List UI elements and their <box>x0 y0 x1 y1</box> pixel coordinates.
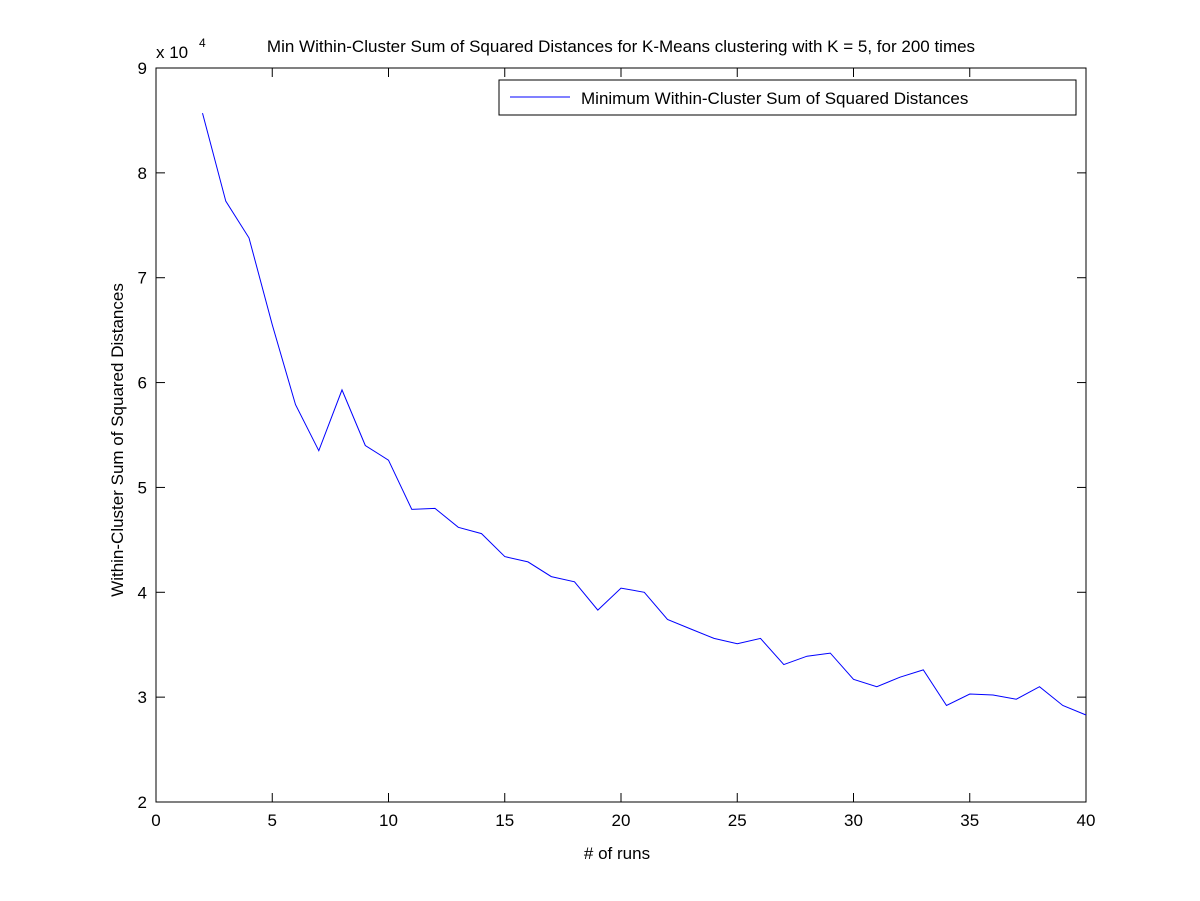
axis-tick-labels: 0 5 10 15 20 25 30 35 40 2 3 4 5 6 7 8 9 <box>138 59 1096 830</box>
legend-box <box>498 79 1077 116</box>
x-tick-label: 5 <box>268 811 277 830</box>
y-tick-label: 7 <box>138 269 147 288</box>
axis-ticks <box>155 67 1087 803</box>
y-tick-label: 2 <box>138 793 147 812</box>
plot-area <box>155 67 1087 803</box>
series-line <box>202 112 1087 716</box>
legend: Minimum Within-Cluster Sum of Squared Di… <box>498 79 1077 116</box>
y-tick-label: 9 <box>138 59 147 78</box>
y-multiplier-label: x 10 <box>156 43 188 62</box>
x-tick-label: 35 <box>960 811 979 830</box>
y-tick-label: 4 <box>138 583 147 602</box>
x-axis-label: # of runs <box>584 844 650 863</box>
x-tick-label: 0 <box>151 811 160 830</box>
x-tick-label: 20 <box>612 811 631 830</box>
y-axis-label: Within-Cluster Sum of Squared Distances <box>108 283 127 597</box>
legend-label: Minimum Within-Cluster Sum of Squared Di… <box>581 89 968 108</box>
y-tick-label: 6 <box>138 374 147 393</box>
y-tick-label: 5 <box>138 478 147 497</box>
y-multiplier-exponent: 4 <box>199 36 206 50</box>
x-tick-label: 15 <box>495 811 514 830</box>
x-tick-label: 10 <box>379 811 398 830</box>
chart-title: Min Within-Cluster Sum of Squared Distan… <box>267 37 975 56</box>
x-tick-label: 40 <box>1077 811 1096 830</box>
x-tick-label: 25 <box>728 811 747 830</box>
y-tick-label: 8 <box>138 164 147 183</box>
y-tick-label: 3 <box>138 688 147 707</box>
x-tick-label: 30 <box>844 811 863 830</box>
